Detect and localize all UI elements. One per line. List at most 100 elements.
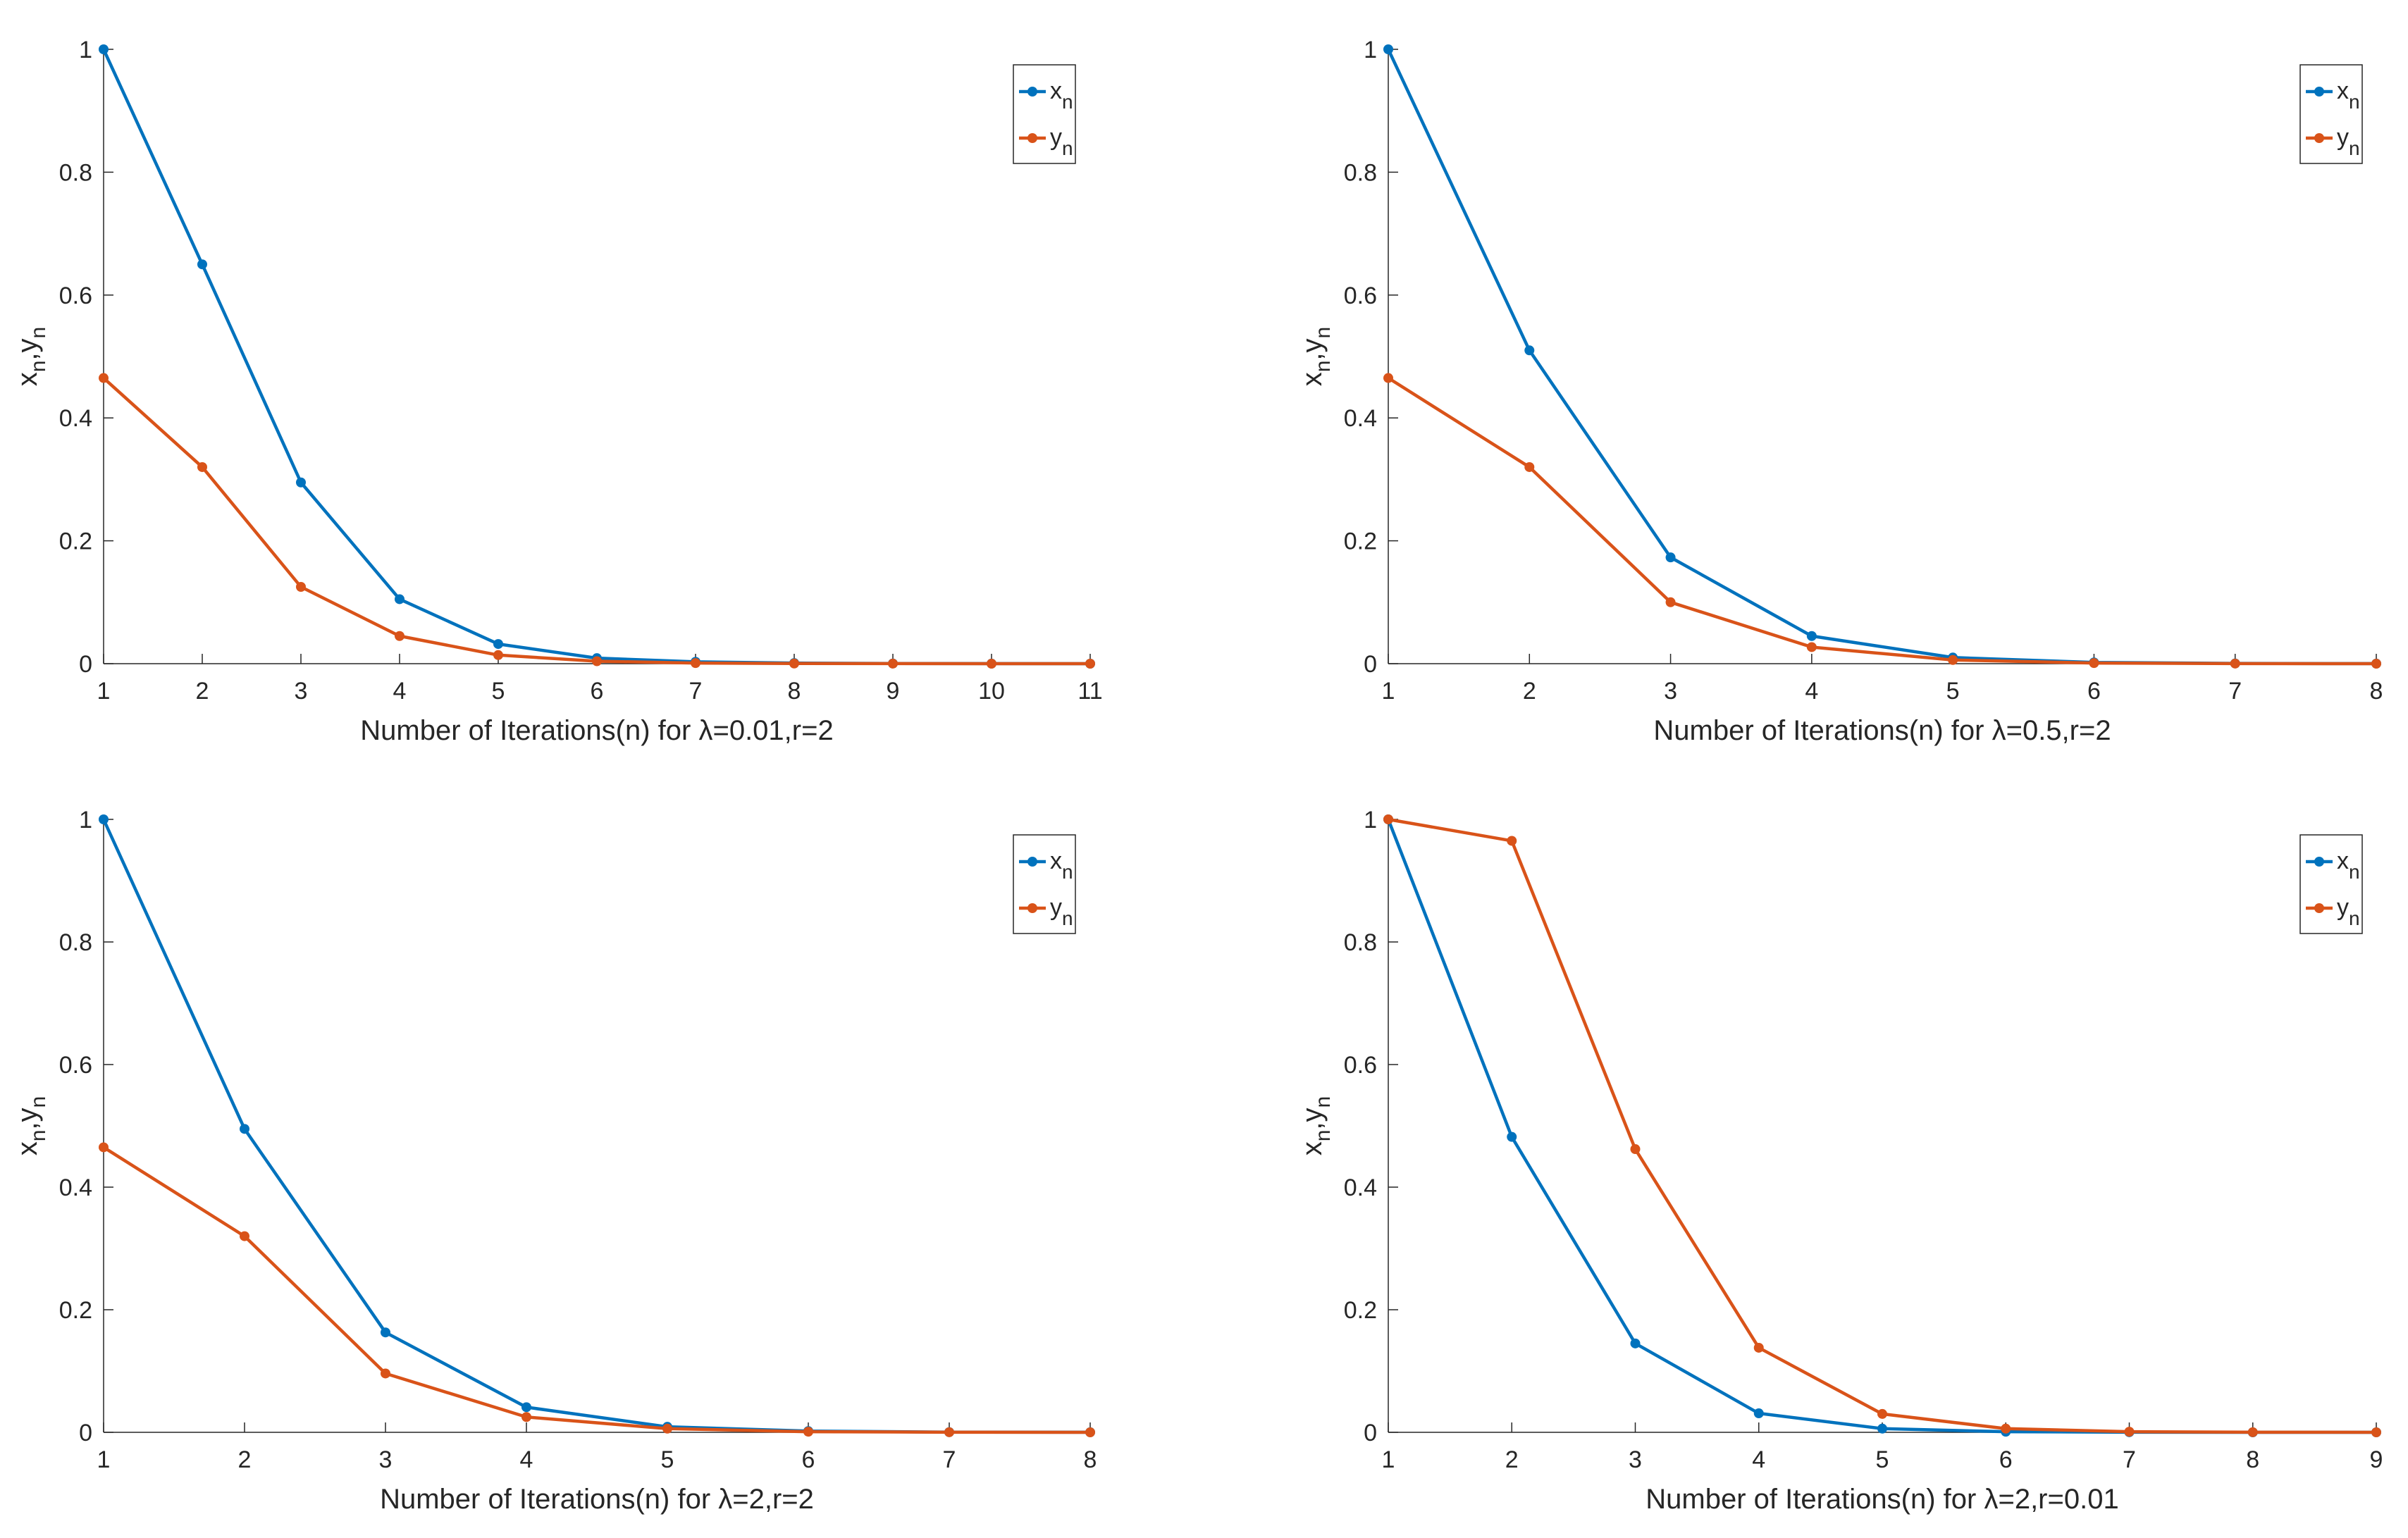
y-tick-label: 0.2: [1344, 1297, 1377, 1324]
y-tick-label: 0.2: [59, 1297, 92, 1324]
data-point-xn: [1383, 44, 1393, 54]
series-yn: [99, 1142, 1095, 1437]
series-line-yn: [102, 376, 1090, 666]
data-point-yn: [99, 373, 109, 383]
data-point-yn: [2230, 658, 2240, 669]
x-tick-label: 2: [1505, 1446, 1519, 1473]
y-tick-label: 1: [1364, 807, 1377, 833]
y-tick-label: 0: [79, 1420, 92, 1446]
series-xn: [1383, 814, 2381, 1437]
x-tick-label: 4: [1805, 678, 1818, 705]
data-point-yn: [395, 631, 405, 641]
series-xn: [1383, 44, 2381, 669]
legend-marker-yn: [2314, 133, 2324, 143]
x-tick-label: 7: [943, 1446, 956, 1473]
x-tick-label: 10: [978, 678, 1005, 705]
x-axis-title: Number of Iterations(n) for λ=0.5,r=2: [1653, 715, 2111, 746]
data-point-yn: [592, 656, 602, 666]
legend-label-yn: yn: [1050, 124, 1073, 159]
legend-label-subscript: n: [1062, 91, 1073, 113]
y-axis-title-part: ,y: [1297, 338, 1328, 360]
y-tick-label: 0.6: [59, 1052, 92, 1079]
data-point-yn: [1524, 461, 1535, 472]
y-tick-label: 0.6: [59, 283, 92, 309]
y-axis-title-subscript: n: [27, 1096, 50, 1108]
series-line-yn: [102, 1146, 1091, 1434]
data-point-xn: [1753, 1408, 1764, 1419]
x-tick-label: 2: [238, 1446, 252, 1473]
series-line-yn: [1388, 817, 2377, 1434]
y-axis-title-subscript: n: [1311, 327, 1335, 339]
data-point-xn: [1665, 552, 1676, 563]
series-yn: [99, 373, 1095, 669]
series-line-yn: [1387, 376, 2377, 666]
legend-label-base: y: [2337, 124, 2349, 151]
y-axis-title-part: x: [12, 372, 43, 386]
data-point-yn: [944, 1427, 954, 1437]
data-point-yn: [240, 1231, 249, 1241]
series-line-xn: [101, 819, 1091, 1434]
y-tick-label: 0.6: [1344, 283, 1377, 309]
y-axis-title-subscript: n: [1311, 1096, 1335, 1108]
legend: xn yn: [2299, 64, 2363, 164]
y-axis-title: xn,yn: [1297, 1096, 1335, 1156]
x-tick-label: 11: [1078, 678, 1102, 705]
legend-label-xn: xn: [2337, 77, 2360, 113]
x-tick-label: 4: [1752, 1446, 1765, 1473]
x-tick-label: 2: [196, 678, 209, 705]
data-point-yn: [2247, 1427, 2258, 1437]
data-point-xn: [381, 1327, 390, 1338]
legend-marker-yn: [2314, 903, 2324, 913]
legend-marker-xn: [1027, 857, 1037, 867]
y-tick-label: 0.4: [1344, 1174, 1377, 1201]
x-tick-label: 8: [1084, 1446, 1097, 1473]
chart-panel-3: 1 2 3 4 5 6 7 8 0 0.2 0.4 0.6 0.8 1 Number of Iteratio…: [12, 807, 1097, 1515]
chart-panel-1: 1 2 3 4 5 6 7 8 9 10 11 0 0.2 0.4 0.6 0.8 1 Number of Ite…: [12, 37, 1103, 746]
x-tick-label: 3: [1664, 678, 1677, 705]
data-point-xn: [521, 1402, 531, 1413]
y-tick-label: 1: [79, 807, 92, 833]
data-point-yn: [803, 1427, 813, 1437]
x-tick-label: 7: [2123, 1446, 2136, 1473]
data-point-yn: [99, 1142, 109, 1153]
data-point-yn: [2371, 1427, 2381, 1437]
x-tick-label: 5: [661, 1446, 674, 1473]
data-point-xn: [240, 1124, 249, 1134]
y-axis-title-part: x: [12, 1141, 43, 1155]
x-tick-label: 2: [1523, 678, 1536, 705]
y-tick-label: 0.8: [59, 159, 92, 186]
x-tick-label: 7: [689, 678, 703, 705]
data-point-yn: [1085, 1427, 1095, 1437]
x-tick-label: 4: [393, 678, 407, 705]
data-point-yn: [2124, 1427, 2135, 1437]
legend-label-subscript: n: [2349, 91, 2360, 113]
data-point-xn: [1524, 345, 1535, 356]
x-tick-label: 6: [591, 678, 604, 705]
legend-label-subscript: n: [1062, 137, 1073, 159]
x-tick-label: 6: [2087, 678, 2101, 705]
data-point-yn: [381, 1368, 390, 1379]
legend-label-base: y: [1050, 894, 1062, 921]
chart-panel-2: 1 2 3 4 5 6 7 8 0 0.2 0.4 0.6 0.8 1 Number of Iteratio…: [1297, 37, 2383, 746]
data-point-yn: [521, 1412, 531, 1422]
x-tick-label: 1: [1382, 1446, 1395, 1473]
y-tick-label: 0: [1364, 1420, 1377, 1446]
x-tick-label: 1: [97, 678, 111, 705]
y-tick-label: 1: [1364, 37, 1377, 63]
data-point-xn: [1806, 631, 1817, 641]
y-tick-label: 0.6: [1344, 1052, 1377, 1079]
data-point-yn: [1665, 597, 1676, 607]
x-tick-label: 5: [1946, 678, 1960, 705]
legend-box: [2299, 834, 2363, 934]
y-axis-title-subscript: n: [1311, 1130, 1335, 1142]
x-tick-label: 5: [1876, 1446, 1889, 1473]
y-axis-title-part: ,y: [1297, 1108, 1328, 1129]
legend-label-subscript: n: [2349, 861, 2360, 883]
data-point-yn: [2089, 658, 2099, 669]
data-point-yn: [493, 650, 503, 660]
series-line-xn: [1386, 49, 2377, 666]
data-point-yn: [662, 1423, 672, 1434]
